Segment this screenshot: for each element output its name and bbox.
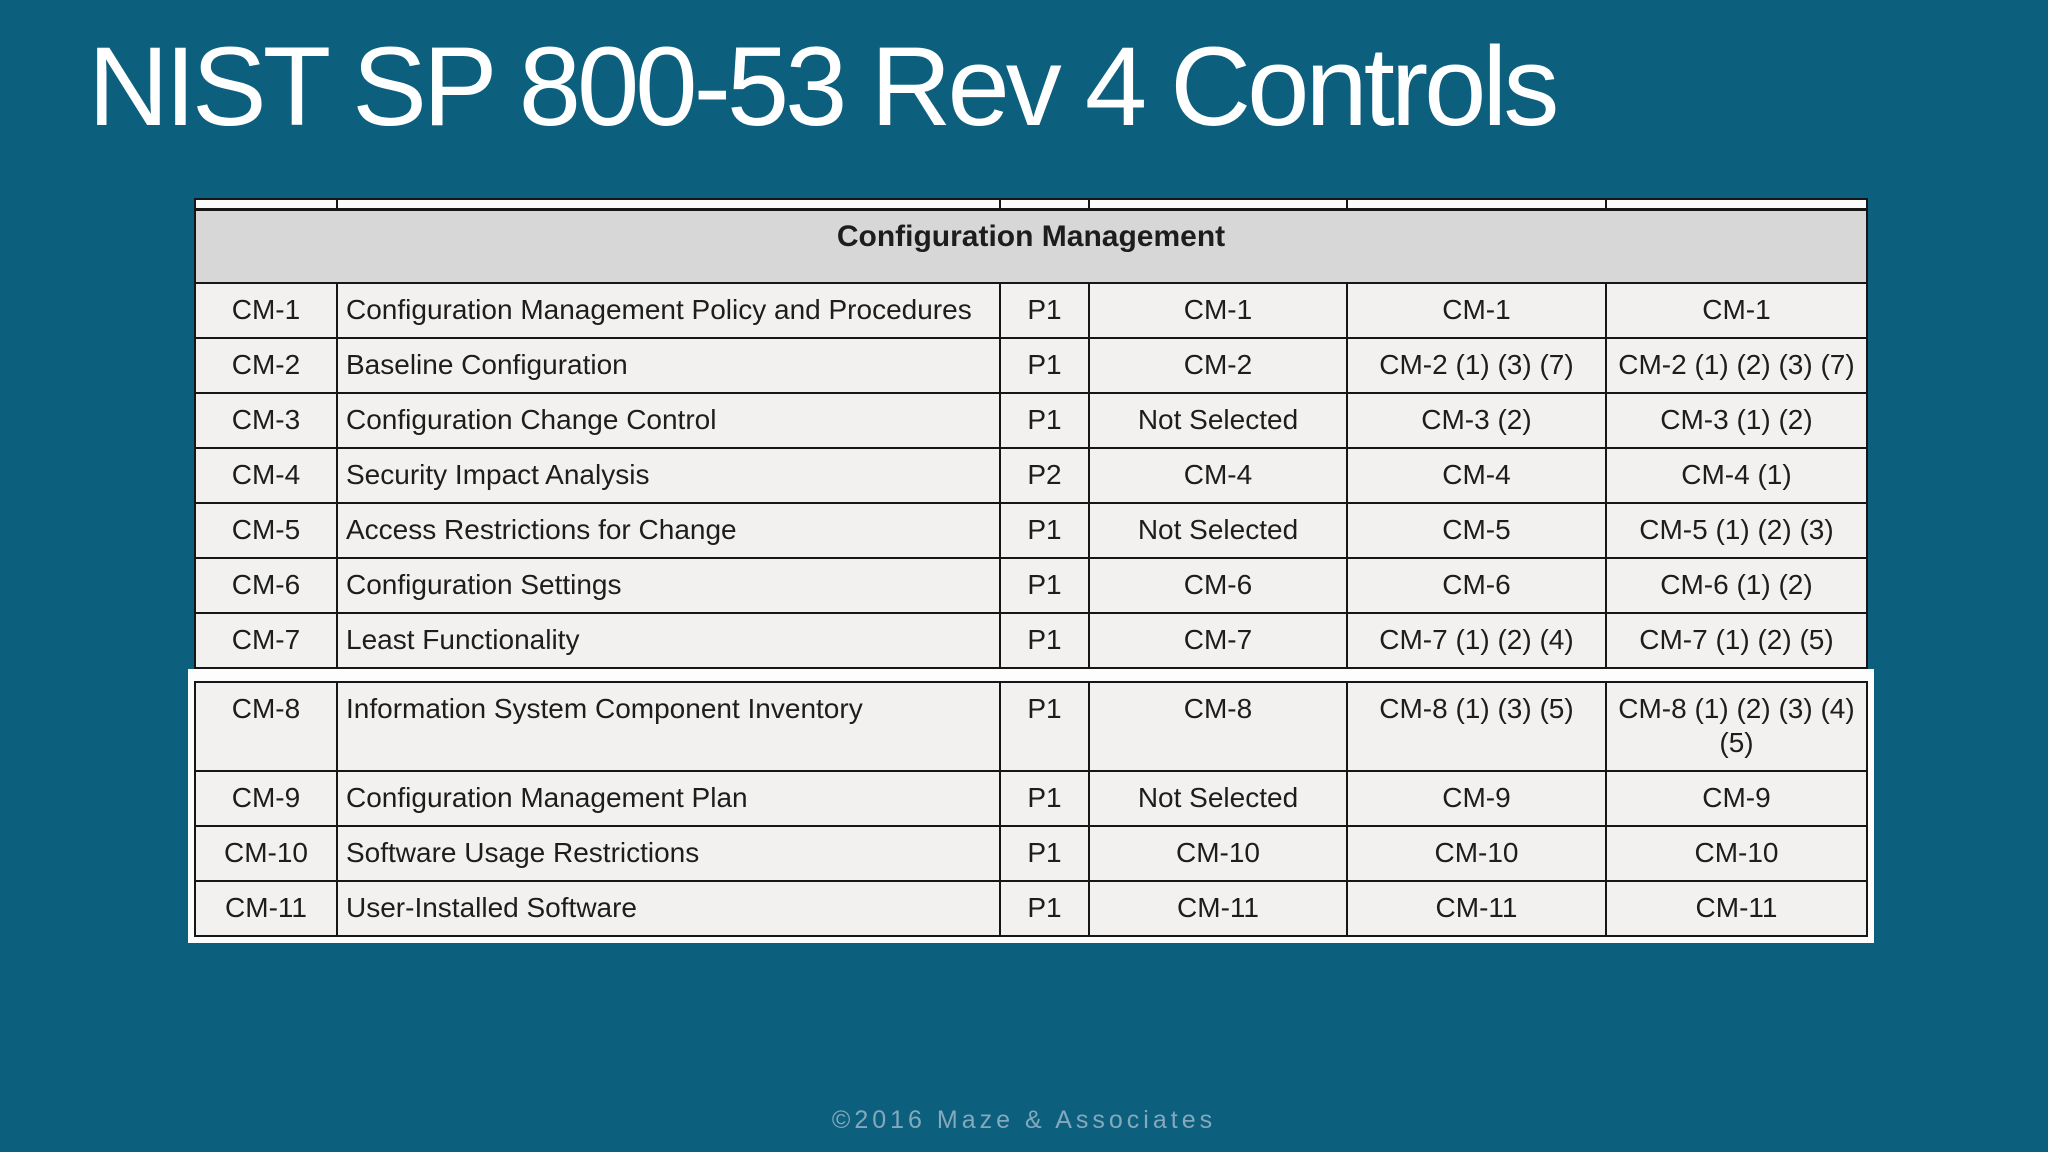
cropped-cell [1346,198,1607,211]
high-baseline-cell: CM-4 (1) [1605,447,1868,504]
moderate-baseline-cell: CM-5 [1346,502,1607,559]
moderate-baseline-cell: CM-3 (2) [1346,392,1607,449]
high-baseline-cell: CM-8 (1) (2) (3) (4) (5) [1605,681,1868,772]
table-row: CM-10 Software Usage Restrictions P1 CM-… [194,825,1868,882]
moderate-baseline-cell: CM-1 [1346,282,1607,339]
low-baseline-cell: CM-1 [1088,282,1348,339]
control-name-cell: Software Usage Restrictions [336,825,1001,882]
priority-cell: P1 [999,825,1090,882]
high-baseline-cell: CM-9 [1605,770,1868,827]
family-header-row: Configuration Management [194,208,1868,284]
low-baseline-cell: CM-8 [1088,681,1348,772]
control-id-cell: CM-7 [194,612,338,669]
cropped-cell [1605,198,1868,211]
control-id-cell: CM-10 [194,825,338,882]
table-row: CM-7 Least Functionality P1 CM-7 CM-7 (1… [194,612,1868,669]
table-row: CM-3 Configuration Change Control P1 Not… [194,392,1868,449]
control-id-cell: CM-9 [194,770,338,827]
moderate-baseline-cell: CM-11 [1346,880,1607,937]
table-row: CM-4 Security Impact Analysis P2 CM-4 CM… [194,447,1868,504]
priority-cell: P1 [999,681,1090,772]
control-name-cell: User-Installed Software [336,880,1001,937]
low-baseline-cell: CM-7 [1088,612,1348,669]
control-id-cell: CM-11 [194,880,338,937]
control-id-cell: CM-8 [194,681,338,772]
priority-cell: P1 [999,557,1090,614]
control-name-cell: Information System Component Inventory [336,681,1001,772]
control-name-cell: Least Functionality [336,612,1001,669]
priority-cell: P2 [999,447,1090,504]
table-segment-upper: Configuration Management CM-1 Configurat… [194,198,1868,669]
high-baseline-cell: CM-7 (1) (2) (5) [1605,612,1868,669]
cropped-row-sliver [194,198,1868,211]
high-baseline-cell: CM-3 (1) (2) [1605,392,1868,449]
cropped-cell [194,198,338,211]
control-id-cell: CM-5 [194,502,338,559]
table-row: CM-1 Configuration Management Policy and… [194,282,1868,339]
control-name-cell: Configuration Management Policy and Proc… [336,282,1001,339]
high-baseline-cell: CM-6 (1) (2) [1605,557,1868,614]
control-name-cell: Configuration Management Plan [336,770,1001,827]
table-row: CM-11 User-Installed Software P1 CM-11 C… [194,880,1868,937]
control-id-cell: CM-6 [194,557,338,614]
high-baseline-cell: CM-5 (1) (2) (3) [1605,502,1868,559]
table-row: CM-8 Information System Component Invent… [194,681,1868,772]
low-baseline-cell: CM-2 [1088,337,1348,394]
priority-cell: P1 [999,282,1090,339]
high-baseline-cell: CM-2 (1) (2) (3) (7) [1605,337,1868,394]
priority-cell: P1 [999,770,1090,827]
high-baseline-cell: CM-11 [1605,880,1868,937]
table-row: CM-2 Baseline Configuration P1 CM-2 CM-2… [194,337,1868,394]
low-baseline-cell: Not Selected [1088,770,1348,827]
control-name-cell: Security Impact Analysis [336,447,1001,504]
control-id-cell: CM-1 [194,282,338,339]
moderate-baseline-cell: CM-2 (1) (3) (7) [1346,337,1607,394]
moderate-baseline-cell: CM-6 [1346,557,1607,614]
moderate-baseline-cell: CM-8 (1) (3) (5) [1346,681,1607,772]
priority-cell: P1 [999,392,1090,449]
cropped-cell [336,198,1001,211]
control-name-cell: Baseline Configuration [336,337,1001,394]
moderate-baseline-cell: CM-7 (1) (2) (4) [1346,612,1607,669]
high-baseline-cell: CM-1 [1605,282,1868,339]
control-name-cell: Configuration Settings [336,557,1001,614]
high-baseline-cell: CM-10 [1605,825,1868,882]
controls-table: Configuration Management CM-1 Configurat… [188,198,1874,943]
table-row: CM-6 Configuration Settings P1 CM-6 CM-6… [194,557,1868,614]
priority-cell: P1 [999,612,1090,669]
priority-cell: P1 [999,502,1090,559]
low-baseline-cell: Not Selected [1088,392,1348,449]
moderate-baseline-cell: CM-10 [1346,825,1607,882]
control-name-cell: Configuration Change Control [336,392,1001,449]
table-row: CM-5 Access Restrictions for Change P1 N… [194,502,1868,559]
low-baseline-cell: Not Selected [1088,502,1348,559]
low-baseline-cell: CM-4 [1088,447,1348,504]
control-id-cell: CM-4 [194,447,338,504]
control-id-cell: CM-2 [194,337,338,394]
low-baseline-cell: CM-11 [1088,880,1348,937]
low-baseline-cell: CM-10 [1088,825,1348,882]
copyright-footer: ©2016 Maze & Associates [831,1106,1217,1134]
control-name-cell: Access Restrictions for Change [336,502,1001,559]
table-segment-lower: CM-8 Information System Component Invent… [194,681,1868,937]
family-header: Configuration Management [194,208,1868,284]
priority-cell: P1 [999,337,1090,394]
page-title: NIST SP 800-53 Rev 4 Controls [88,24,1559,149]
cropped-cell [999,198,1090,211]
priority-cell: P1 [999,880,1090,937]
moderate-baseline-cell: CM-9 [1346,770,1607,827]
table-row: CM-9 Configuration Management Plan P1 No… [194,770,1868,827]
cropped-cell [1088,198,1348,211]
highlighted-section: CM-8 Information System Component Invent… [188,669,1874,943]
moderate-baseline-cell: CM-4 [1346,447,1607,504]
low-baseline-cell: CM-6 [1088,557,1348,614]
control-id-cell: CM-3 [194,392,338,449]
